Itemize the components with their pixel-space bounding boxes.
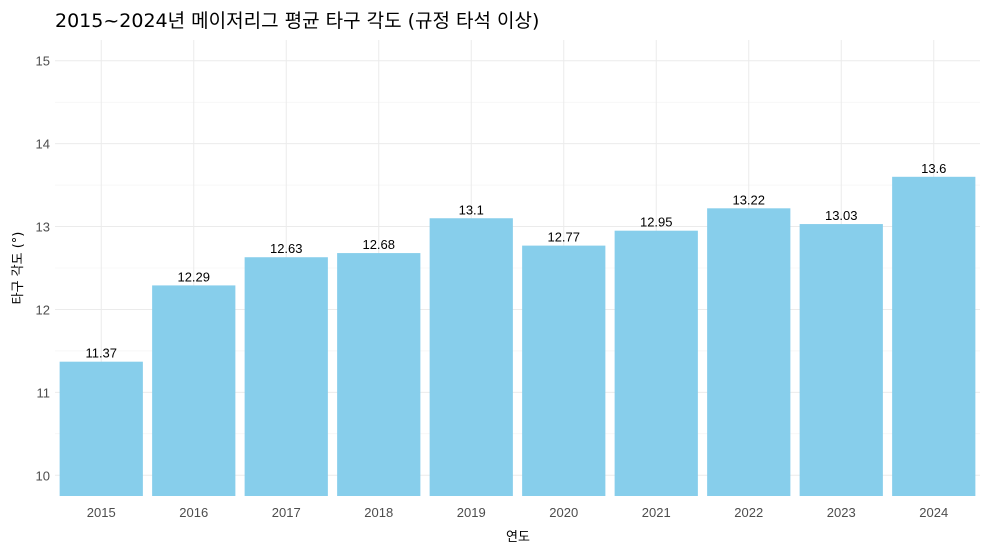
data-label: 12.77: [547, 230, 580, 245]
bar-2020: [522, 245, 606, 496]
x-tick-label: 2018: [364, 505, 393, 520]
data-label: 12.68: [362, 237, 395, 252]
data-label: 12.95: [640, 215, 673, 230]
bar-2022: [707, 208, 791, 496]
data-label: 13.6: [921, 161, 946, 176]
y-tick-label: 12: [36, 302, 50, 317]
y-axis-ticks: 10 11 12 13 14 15: [36, 54, 50, 484]
y-tick-label: 15: [36, 54, 50, 69]
data-label: 12.29: [177, 269, 210, 284]
y-tick-label: 10: [36, 468, 50, 483]
bar-2024: [892, 176, 976, 497]
data-label: 13.03: [825, 208, 858, 223]
data-label: 11.37: [85, 346, 117, 361]
x-tick-label: 2015: [87, 505, 116, 520]
x-tick-label: 2017: [272, 505, 301, 520]
bar-2023: [799, 224, 883, 497]
data-labels: 11.37 12.29 12.63 12.68 13.1 12.77 12.95 13.22 1…: [85, 161, 946, 361]
y-axis-label: 타구 각도 (°): [11, 232, 26, 305]
data-label: 13.22: [732, 192, 765, 207]
bar-2018: [337, 253, 421, 496]
x-tick-label: 2023: [827, 505, 856, 520]
x-axis-ticks: 2015 2016 2017 2018 2019 2020 2021 2022 2023 2024: [87, 505, 948, 520]
x-axis-label: 연도: [506, 530, 530, 545]
chart-title: 2015~2024년 메이저리그 평균 타구 각도 (규정 타석 이상): [55, 10, 539, 32]
x-tick-label: 2020: [549, 505, 578, 520]
x-tick-label: 2024: [919, 505, 948, 520]
x-tick-label: 2016: [179, 505, 208, 520]
bar-2021: [614, 230, 698, 496]
x-tick-label: 2022: [734, 505, 763, 520]
bar-2019: [429, 218, 513, 496]
x-tick-label: 2019: [457, 505, 486, 520]
bar-2015: [59, 361, 143, 496]
y-tick-label: 13: [36, 220, 50, 235]
bars: [59, 176, 976, 497]
bar-2017: [244, 257, 328, 496]
y-tick-label: 11: [37, 385, 51, 400]
x-tick-label: 2021: [642, 505, 671, 520]
data-label: 13.1: [459, 202, 484, 217]
bar-2016: [152, 285, 236, 496]
data-label: 12.63: [270, 241, 303, 256]
y-tick-label: 14: [36, 137, 50, 152]
